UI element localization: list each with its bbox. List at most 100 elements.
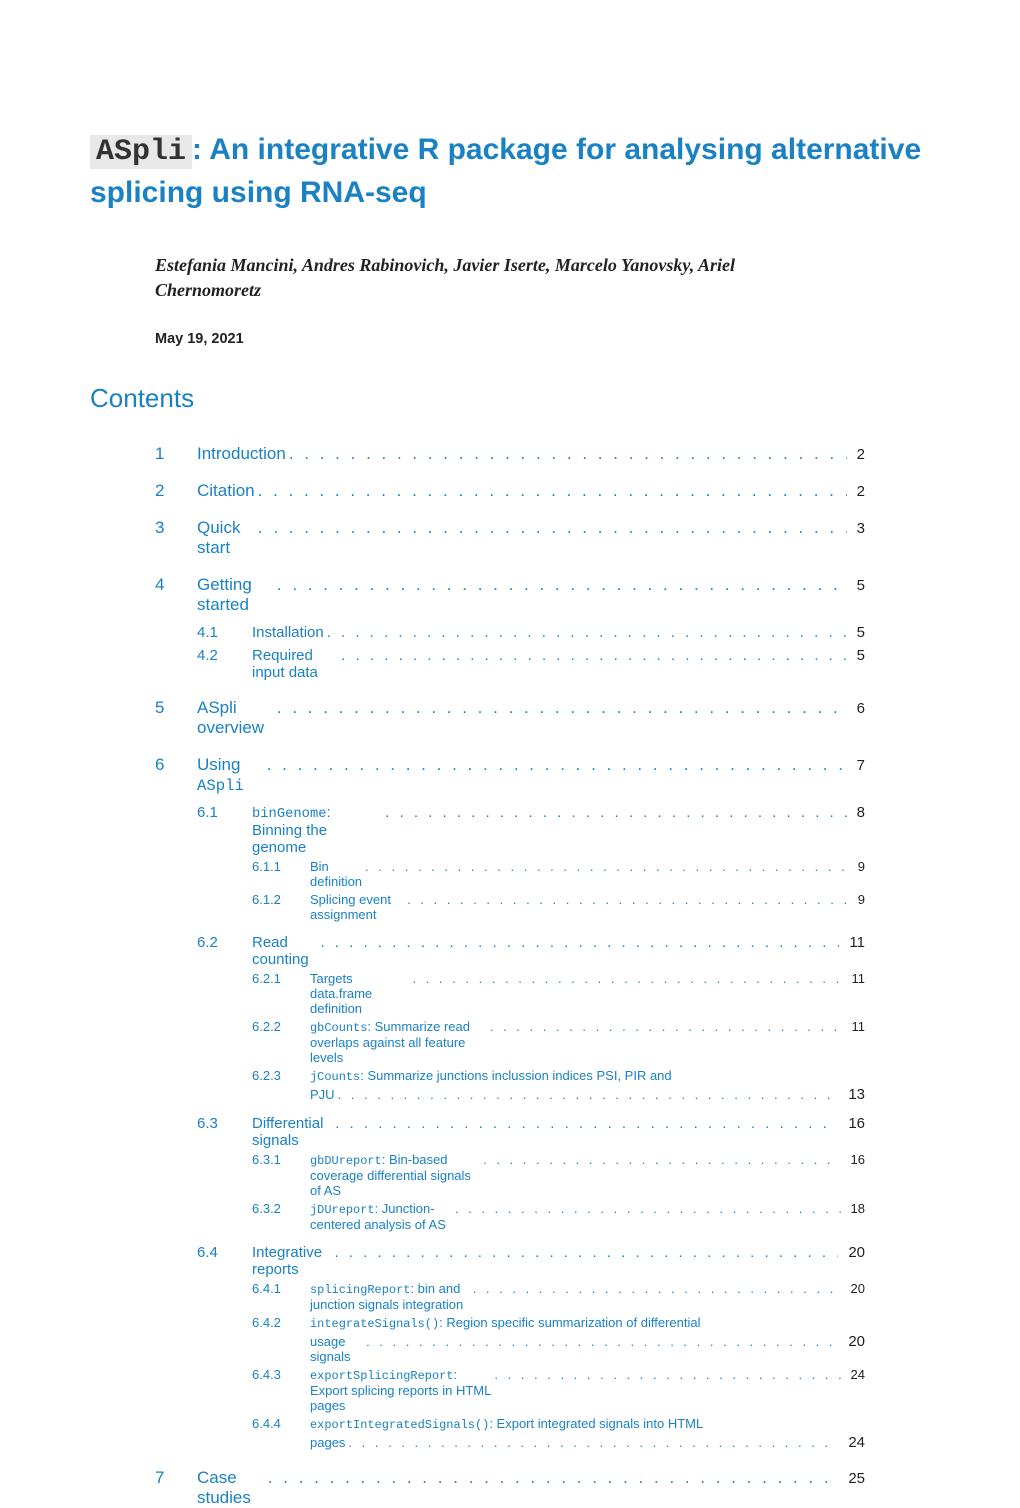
toc-page: 6 [857, 700, 865, 717]
toc-entry-case-studies[interactable]: 7 Case studies . . . . . . . . . . . . .… [155, 1468, 865, 1508]
toc-dots: . . . . . . . . . . . . . . . . . . . . … [268, 1468, 838, 1488]
title-text: : An integrative R package for analysing… [90, 133, 921, 209]
toc-label: binGenome: Binning the genome [252, 804, 382, 856]
toc-dots: . . . . . . . . . . . . . . . . . . . . … [335, 1115, 838, 1132]
toc-number: 6.4 [197, 1244, 252, 1261]
toc-entry-jdureport[interactable]: 6.3.2 jDUreport: Junction-centered analy… [155, 1201, 865, 1232]
toc-page: 5 [857, 647, 865, 664]
toc-entry-integrative-reports[interactable]: 6.4 Integrative reports . . . . . . . . … [155, 1244, 865, 1278]
toc-entry-jcounts[interactable]: 6.2.3 jCounts: Summarize junctions inclu… [155, 1068, 865, 1084]
toc-dots: . . . . . . . . . . . . . . . . . . . . … [267, 755, 847, 775]
toc-dots: . . . . . . . . . . . . . . . . . . . . … [366, 1334, 838, 1349]
toc-label: Integrative reports [252, 1244, 331, 1278]
toc-number: 6.2.1 [252, 971, 310, 986]
toc-label: gbDUreport: Bin-based coverage different… [310, 1152, 480, 1198]
toc-page: 25 [848, 1470, 865, 1487]
toc-dots: . . . . . . . . . . . . . . . . . . . . … [289, 444, 847, 464]
toc-entry-read-counting[interactable]: 6.2 Read counting . . . . . . . . . . . … [155, 934, 865, 968]
toc-label: PJU [310, 1087, 335, 1102]
toc-entry-using-aspli[interactable]: 6 Using ASpli . . . . . . . . . . . . . … [155, 755, 865, 795]
toc-entry-bingenome[interactable]: 6.1 binGenome: Binning the genome . . . … [155, 804, 865, 856]
toc-number: 2 [155, 481, 197, 501]
toc-dots: . . . . . . . . . . . . . . . . . . . . … [334, 1244, 838, 1261]
toc-entry-targets-dataframe[interactable]: 6.2.1 Targets data.frame definition . . … [155, 971, 865, 1016]
toc-label: ASpli overview [197, 698, 274, 738]
toc-entry-exportintegrated-cont[interactable]: pages . . . . . . . . . . . . . . . . . … [155, 1434, 865, 1451]
toc-label: Targets data.frame definition [310, 971, 409, 1016]
toc-page: 11 [849, 934, 865, 951]
toc-number: 5 [155, 698, 197, 718]
toc-entry-citation[interactable]: 2 Citation . . . . . . . . . . . . . . .… [155, 481, 865, 501]
toc-dots: . . . . . . . . . . . . . . . . . . . . … [455, 1201, 841, 1216]
toc-dots: . . . . . . . . . . . . . . . . . . . . … [277, 698, 847, 718]
toc-entry-introduction[interactable]: 1 Introduction . . . . . . . . . . . . .… [155, 444, 865, 464]
toc-number: 6.4.3 [252, 1367, 310, 1382]
toc-entry-splicingreport[interactable]: 6.4.1 splicingReport: bin and junction s… [155, 1281, 865, 1312]
authors: Estefania Mancini, Andres Rabinovich, Ja… [155, 253, 830, 303]
toc-number: 6 [155, 755, 197, 775]
toc-label: exportIntegratedSignals(): Export integr… [310, 1416, 703, 1432]
toc-page: 18 [851, 1201, 865, 1216]
toc-dots: . . . . . . . . . . . . . . . . . . . . … [494, 1367, 840, 1382]
toc-entry-required-input[interactable]: 4.2 Required input data . . . . . . . . … [155, 647, 865, 681]
toc-page: 24 [851, 1367, 865, 1382]
toc-page: 5 [857, 624, 865, 641]
toc-label: exportSplicingReport: Export splicing re… [310, 1367, 491, 1413]
toc-dots: . . . . . . . . . . . . . . . . . . . . … [338, 1087, 839, 1102]
contents-heading: Contents [90, 383, 930, 414]
toc-number: 6.3.1 [252, 1152, 310, 1167]
toc-entry-integratesignals[interactable]: 6.4.2 integrateSignals(): Region specifi… [155, 1315, 865, 1331]
toc-number: 6.4.4 [252, 1416, 310, 1431]
toc-number: 6.1.2 [252, 892, 310, 907]
toc-number: 6.2.2 [252, 1019, 310, 1034]
toc-label: Getting started [197, 575, 274, 615]
toc-number: 6.2.3 [252, 1068, 310, 1083]
toc-label: Required input data [252, 647, 338, 681]
toc-number: 6.1 [197, 804, 252, 821]
toc-entry-integratesignals-cont[interactable]: usage signals . . . . . . . . . . . . . … [155, 1333, 865, 1364]
toc-number: 4.1 [197, 624, 252, 641]
toc-entry-gbdureport[interactable]: 6.3.1 gbDUreport: Bin-based coverage dif… [155, 1152, 865, 1198]
toc-label: jCounts: Summarize junctions inclussion … [310, 1068, 672, 1084]
toc-page: 16 [851, 1152, 865, 1167]
toc-entry-gbcounts[interactable]: 6.2.2 gbCounts: Summarize read overlaps … [155, 1019, 865, 1065]
toc-dots: . . . . . . . . . . . . . . . . . . . . … [385, 804, 847, 821]
toc-label: integrateSignals(): Region specific summ… [310, 1315, 700, 1331]
toc-entry-splicing-event[interactable]: 6.1.2 Splicing event assignment . . . . … [155, 892, 865, 922]
toc-page: 24 [848, 1434, 865, 1451]
toc-page: 11 [852, 1019, 866, 1034]
toc-entry-exportsplicingreport[interactable]: 6.4.3 exportSplicingReport: Export splic… [155, 1367, 865, 1413]
toc-entry-getting-started[interactable]: 4 Getting started . . . . . . . . . . . … [155, 575, 865, 615]
toc-entry-quickstart[interactable]: 3 Quick start . . . . . . . . . . . . . … [155, 518, 865, 558]
toc-entry-exportintegrated[interactable]: 6.4.4 exportIntegratedSignals(): Export … [155, 1416, 865, 1432]
toc-page: 2 [857, 483, 865, 500]
toc-number: 7 [155, 1468, 197, 1488]
toc-page: 3 [857, 520, 865, 537]
toc-label: Bin definition [310, 859, 362, 889]
toc-label: usage signals [310, 1334, 363, 1364]
toc-entry-installation[interactable]: 4.1 Installation . . . . . . . . . . . .… [155, 624, 865, 641]
toc-label: splicingReport: bin and junction signals… [310, 1281, 470, 1312]
toc-dots: . . . . . . . . . . . . . . . . . . . . … [365, 859, 848, 874]
toc-label: Using ASpli [197, 755, 264, 795]
toc-dots: . . . . . . . . . . . . . . . . . . . . … [258, 518, 847, 538]
toc-entry-jcounts-cont[interactable]: PJU . . . . . . . . . . . . . . . . . . … [155, 1086, 865, 1103]
toc-page: 2 [857, 446, 865, 463]
toc-number: 3 [155, 518, 197, 538]
title-code: ASpli [90, 135, 192, 169]
toc-label: jDUreport: Junction-centered analysis of… [310, 1201, 452, 1232]
toc-label: Case studies [197, 1468, 265, 1508]
toc-number: 4 [155, 575, 197, 595]
toc-dots: . . . . . . . . . . . . . . . . . . . . … [327, 624, 847, 641]
toc-number: 6.4.1 [252, 1281, 310, 1296]
toc-label: Differential signals [252, 1115, 332, 1149]
toc-entry-aspli-overview[interactable]: 5 ASpli overview . . . . . . . . . . . .… [155, 698, 865, 738]
toc-page: 20 [848, 1244, 865, 1261]
toc-entry-differential-signals[interactable]: 6.3 Differential signals . . . . . . . .… [155, 1115, 865, 1149]
toc-dots: . . . . . . . . . . . . . . . . . . . . … [348, 1435, 838, 1450]
toc-label: Splicing event assignment [310, 892, 404, 922]
toc-dots: . . . . . . . . . . . . . . . . . . . . … [320, 934, 839, 951]
toc-entry-bin-definition[interactable]: 6.1.1 Bin definition . . . . . . . . . .… [155, 859, 865, 889]
toc-page: 7 [857, 757, 865, 774]
toc-number: 6.4.2 [252, 1315, 310, 1330]
